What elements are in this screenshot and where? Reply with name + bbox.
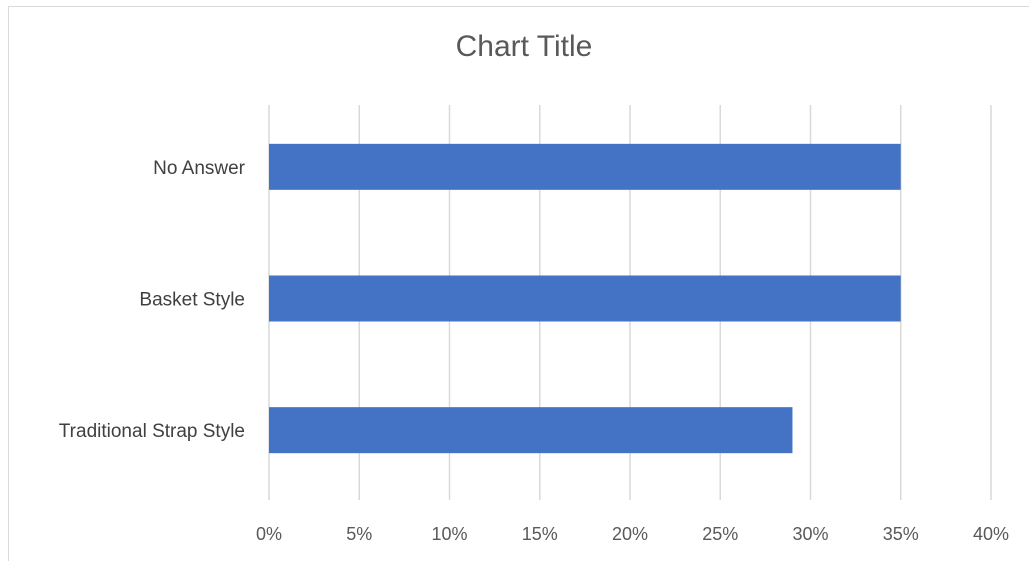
- x-tick-label: 15%: [522, 524, 558, 544]
- x-tick-label: 35%: [883, 524, 919, 544]
- x-tick-label: 0%: [256, 524, 282, 544]
- x-tick-label: 10%: [431, 524, 467, 544]
- x-tick-label: 40%: [973, 524, 1009, 544]
- bar: [269, 143, 901, 190]
- bars: [269, 143, 901, 454]
- category-labels: No Answer Basket Style Traditional Strap S…: [59, 158, 246, 442]
- x-tick-label: 20%: [612, 524, 648, 544]
- x-tick-label: 25%: [702, 524, 738, 544]
- x-tick-labels: 0% 5% 10% 15% 20% 25% 30% 35% 40%: [256, 524, 1009, 544]
- category-label: Traditional Strap Style: [59, 421, 245, 442]
- chart-title: Chart Title: [455, 30, 593, 63]
- bar: [269, 407, 793, 454]
- x-tick-label: 30%: [792, 524, 828, 544]
- category-label: No Answer: [153, 158, 246, 179]
- x-tick-label: 5%: [346, 524, 372, 544]
- category-label: Basket Style: [139, 290, 245, 311]
- bar: [269, 275, 901, 322]
